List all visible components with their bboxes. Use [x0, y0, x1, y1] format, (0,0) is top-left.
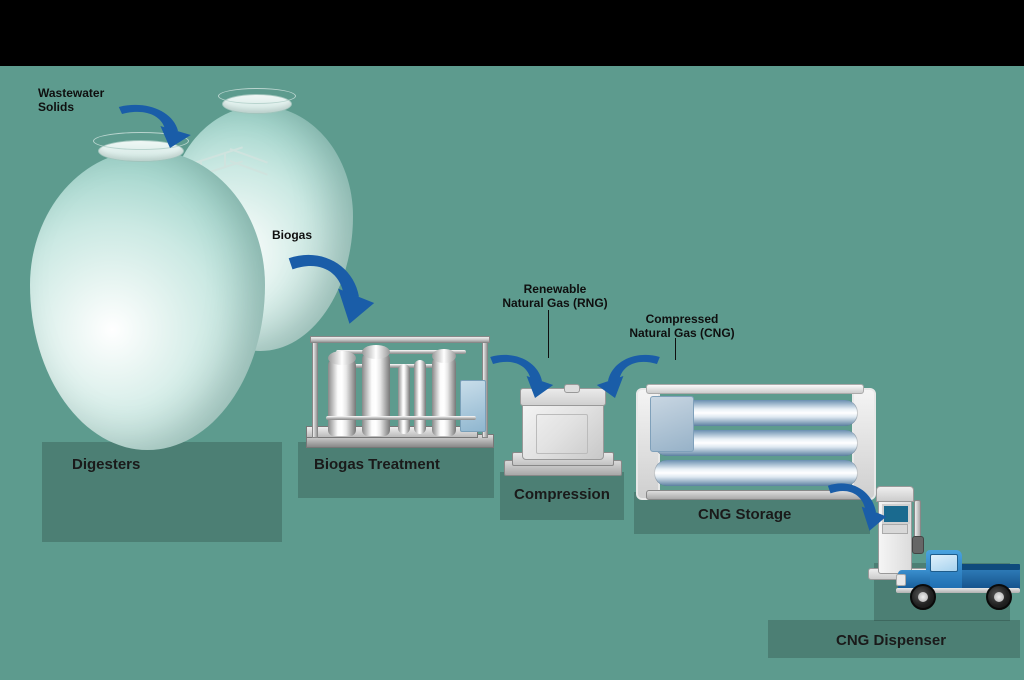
label-cng: Compressed Natural Gas (CNG) — [612, 312, 752, 341]
text: Compressed Natural Gas (CNG) — [629, 312, 734, 340]
label-rng: Renewable Natural Gas (RNG) — [490, 282, 620, 311]
arrow-cng — [594, 350, 664, 400]
connector-line — [675, 338, 676, 360]
stage-digesters: Digesters — [72, 456, 140, 473]
top-black-bar — [0, 0, 1024, 66]
stage-biogas-treatment: Biogas Treatment — [314, 456, 440, 473]
biogas-treatment-skid — [306, 320, 492, 448]
compression-unit — [504, 388, 620, 478]
arrow-rng — [486, 350, 556, 400]
stage-compression: Compression — [514, 486, 610, 503]
arrow-wastewater — [114, 100, 194, 150]
text: Renewable Natural Gas (RNG) — [502, 282, 607, 310]
diagram-canvas: Wastewater Solids Biogas Renewable Natur… — [0, 0, 1024, 680]
label-biogas: Biogas — [272, 228, 342, 242]
vehicle-truck — [904, 546, 1024, 614]
text: Biogas — [272, 228, 312, 242]
stage-cng-storage: CNG Storage — [698, 506, 791, 523]
arrow-to-dispenser — [824, 478, 889, 533]
stage-cng-dispenser: CNG Dispenser — [836, 632, 946, 649]
text: Wastewater Solids — [38, 86, 104, 114]
arrow-biogas — [283, 247, 378, 327]
